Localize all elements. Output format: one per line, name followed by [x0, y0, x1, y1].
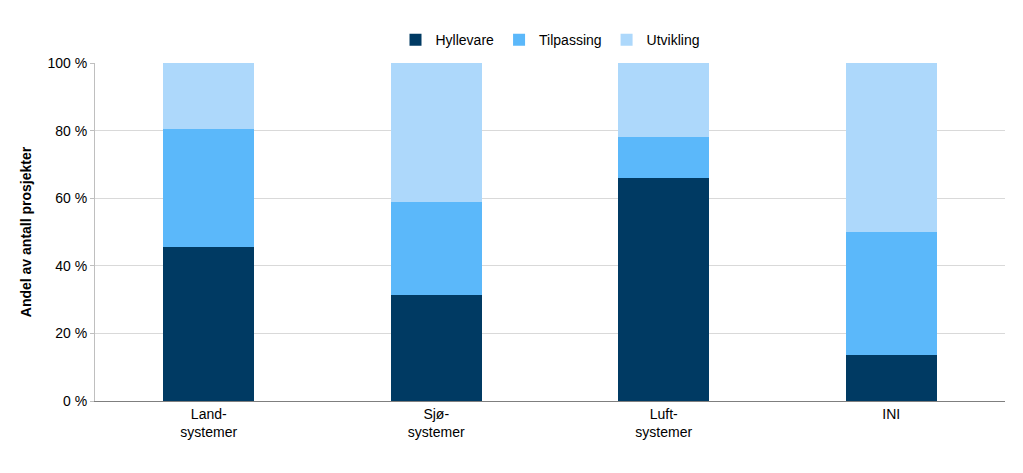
svg-text:20 %: 20 %: [55, 325, 87, 341]
svg-text:60 %: 60 %: [55, 190, 87, 206]
svg-text:100 %: 100 %: [47, 55, 87, 71]
svg-text:0 %: 0 %: [63, 393, 87, 409]
svg-text:Hyllevare: Hyllevare: [436, 32, 495, 48]
svg-text:Land-systemer: Land-systemer: [180, 406, 237, 440]
svg-text:Andel av antall prosjekter: Andel av antall prosjekter: [18, 146, 34, 317]
svg-text:80 %: 80 %: [55, 123, 87, 139]
svg-text:Utvikling: Utvikling: [647, 32, 700, 48]
svg-text:INI: INI: [882, 406, 900, 422]
svg-text:Sjø-systemer: Sjø-systemer: [408, 406, 465, 440]
svg-text:40 %: 40 %: [55, 258, 87, 274]
svg-text:Luft-systemer: Luft-systemer: [635, 406, 692, 440]
svg-text:Tilpassing: Tilpassing: [539, 32, 602, 48]
